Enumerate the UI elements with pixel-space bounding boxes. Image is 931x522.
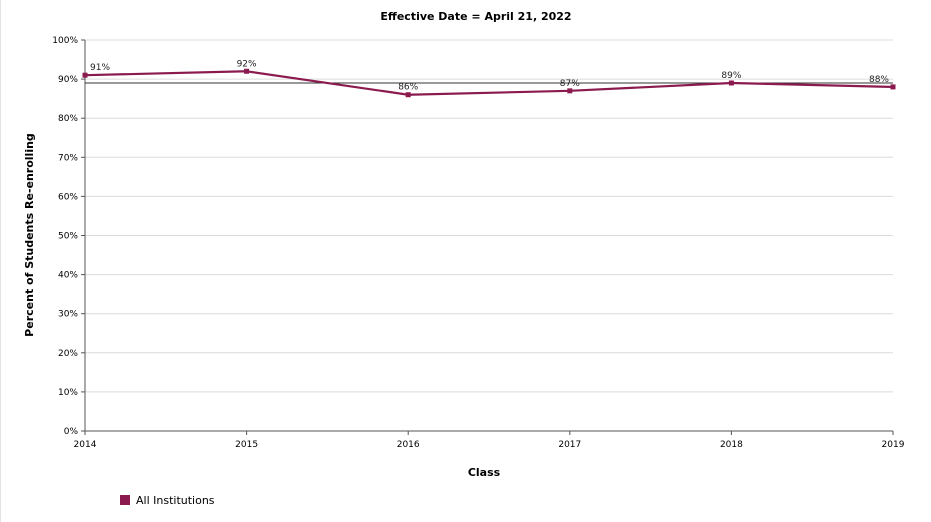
x-tick-label-2019: 2019 (882, 440, 905, 450)
x-tick-label-2017: 2017 (558, 440, 581, 450)
data-point-2018 (728, 80, 734, 86)
data-label-2019: 88% (869, 75, 889, 85)
series-line-all-institutions (84, 70, 894, 96)
x-tick-label-2016: 2016 (397, 440, 420, 450)
grid-lines (85, 39, 893, 393)
data-label-2018: 89% (721, 71, 741, 81)
y-tick-label: 20% (58, 349, 78, 359)
data-label-2017: 87% (560, 79, 580, 89)
y-tick-label: 50% (58, 232, 78, 242)
data-point-2017 (567, 88, 573, 94)
data-label-2014: 91% (90, 63, 110, 73)
y-tick-label: 80% (58, 114, 78, 124)
y-tick-label: 70% (58, 153, 78, 163)
data-label-2015: 92% (237, 59, 257, 69)
y-tick-labels: 0% 10% 20% 30% 40% 50% 60% 70% 80% 90% 100% (52, 36, 78, 437)
legend: All Institutions (120, 494, 215, 507)
data-labels: 91% 92% 86% 87% 89% 88% (90, 59, 889, 92)
data-point-2016 (405, 92, 411, 98)
data-point-2015 (244, 68, 250, 74)
x-axis-label: Class (468, 466, 501, 479)
y-tick-label: 40% (58, 271, 78, 281)
y-tick-label: 60% (58, 192, 78, 202)
y-tick-label: 10% (58, 388, 78, 398)
y-axis-label: Percent of Students Re-enrolling (23, 133, 36, 337)
data-label-2016: 86% (398, 83, 418, 93)
axes (81, 39, 894, 435)
x-tick-label-2018: 2018 (720, 440, 743, 450)
chart-title: Effective Date = April 21, 2022 (380, 10, 571, 23)
legend-label-all-institutions: All Institutions (136, 494, 215, 507)
series-layer (82, 68, 896, 98)
y-tick-label: 0% (64, 427, 79, 437)
x-tick-label-2015: 2015 (235, 440, 258, 450)
x-tick-labels: 2014 2015 2016 2017 2018 2019 (74, 440, 905, 450)
data-point-2014 (82, 72, 88, 78)
y-tick-label: 30% (58, 310, 78, 320)
x-tick-label-2014: 2014 (74, 440, 97, 450)
y-tick-label: 100% (52, 36, 78, 46)
data-point-2019 (890, 84, 896, 90)
legend-swatch (120, 495, 130, 505)
y-tick-label: 90% (58, 75, 78, 85)
